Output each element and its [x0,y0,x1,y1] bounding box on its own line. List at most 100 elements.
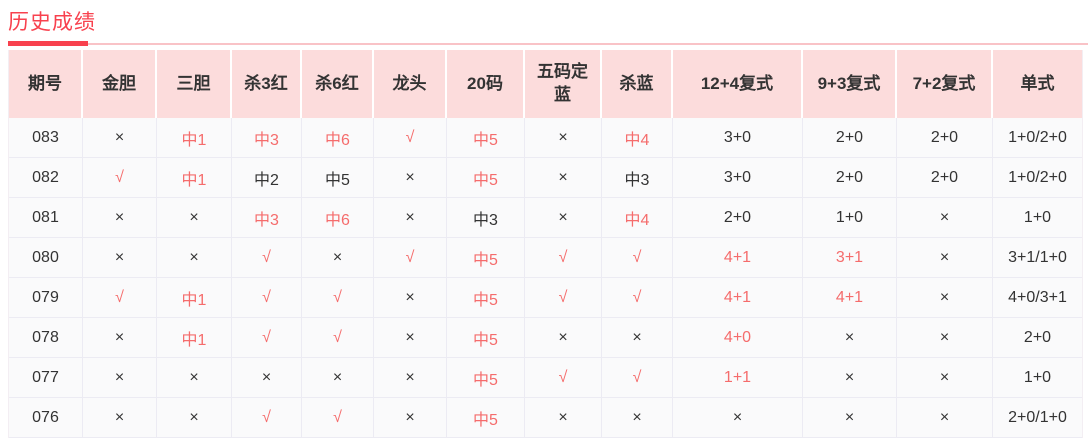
table-cell: × [374,358,447,398]
table-cell: × [374,318,447,358]
table-cell: 4+1 [803,278,897,318]
table-cell: 2+0 [673,198,803,238]
table-cell: 中5 [302,158,374,198]
table-cell: 1+0 [803,198,897,238]
table-cell: √ [302,398,374,438]
table-cell: 中5 [447,358,525,398]
table-cell: × [897,398,993,438]
table-cell: 4+0 [673,318,803,358]
column-header-fushi7-2: 7+2复式 [897,50,993,118]
table-cell: 中3 [447,198,525,238]
table-cell: 中5 [447,238,525,278]
table-cell: 4+1 [673,278,803,318]
history-section: 历史成绩 [0,0,1088,36]
table-cell: 083 [9,118,83,158]
table-cell: × [83,398,157,438]
header-row: 期号 金胆 三胆 杀3红 杀6红 龙头 20码 五码定蓝 杀蓝 12+4复式 9+3复式 7+2复式单… [9,50,1082,118]
table-cell: √ [374,118,447,158]
table-cell: 078 [9,318,83,358]
table-cell: 079 [9,278,83,318]
table-cell: × [525,398,602,438]
table-cell: × [83,318,157,358]
table-row: 083 × 中1 中3 中6 √ 中5 × 中4 3+0 2+0 2+0 1+0/2+0 [9,118,1082,158]
table-cell: × [673,398,803,438]
table-cell: × [897,318,993,358]
table-cell: 1+0 [993,198,1082,238]
column-header-fushi12-4: 12+4复式 [673,50,803,118]
table-cell: 076 [9,398,83,438]
table-cell: 1+0/2+0 [993,118,1082,158]
column-header-sha3hong: 杀3红 [232,50,302,118]
column-header-fushi9-3: 9+3复式 [803,50,897,118]
table-cell: 080 [9,238,83,278]
table-cell: × [374,398,447,438]
table-cell: × [897,358,993,398]
table-cell: × [157,398,232,438]
table-row: 080 × × √ × √ 中5 √ √ 4+1 3+1 × 3+1/1+0 [9,238,1082,278]
table-cell: 3+0 [673,118,803,158]
table-cell: √ [83,278,157,318]
table-cell: 中6 [302,198,374,238]
table-cell: 中1 [157,318,232,358]
table-cell: 中3 [232,198,302,238]
table-cell: √ [602,358,673,398]
table-cell: 中5 [447,158,525,198]
table-cell: × [525,158,602,198]
table-cell: 中1 [157,118,232,158]
table-cell: × [83,238,157,278]
table-cell: √ [374,238,447,278]
table-cell: × [897,238,993,278]
table-cell: 2+0 [993,318,1082,358]
table-header: 期号 金胆 三胆 杀3红 杀6红 龙头 20码 五码定蓝 杀蓝 12+4复式 9+3复式 7+2复式单… [9,50,1082,118]
table-cell: √ [525,358,602,398]
underline-red-bar [8,41,88,46]
table-cell: × [374,198,447,238]
table-cell: × [374,278,447,318]
table-cell: × [803,318,897,358]
table-cell: 中3 [602,158,673,198]
page-title: 历史成绩 [8,11,96,34]
table-cell: √ [602,238,673,278]
table-cell: 2+0 [803,158,897,198]
table-cell: 中5 [447,398,525,438]
table-cell: 3+1/1+0 [993,238,1082,278]
table-cell: 中6 [302,118,374,158]
table-cell: 2+0/1+0 [993,398,1082,438]
column-header-wumadinglan: 五码定蓝 [525,50,602,118]
column-header-ma20: 20码 [447,50,525,118]
table-cell: √ [232,278,302,318]
column-header-sandan: 三胆 [157,50,232,118]
table-cell: √ [83,158,157,198]
table-cell: × [302,358,374,398]
underline-pink-line [8,43,1088,45]
table-cell: 中1 [157,158,232,198]
table-cell: 3+1 [803,238,897,278]
column-header-longtou: 龙头 [374,50,447,118]
table-body: 083 × 中1 中3 中6 √ 中5 × 中4 3+0 2+0 2+0 1+0/2+0 082 √ 中1 中2… [9,118,1082,438]
table-cell: √ [232,398,302,438]
table-cell: × [232,358,302,398]
table-row: 082 √ 中1 中2 中5 × 中5 × 中3 3+0 2+0 2+0 1+0/2+0 [9,158,1082,198]
table-cell: 中2 [232,158,302,198]
table-row: 077 × × × × × 中5 √ √ 1+1 × × 1+0 [9,358,1082,398]
table-cell: 中5 [447,318,525,358]
table-cell: √ [302,318,374,358]
table-cell: 中4 [602,118,673,158]
table-row: 079 √ 中1 √ √ × 中5 √ √ 4+1 4+1 × 4+0/3+1 [9,278,1082,318]
table-cell: √ [232,318,302,358]
table-row: 076 × × √ √ × 中5 × × × × × 2+0/1+0 [9,398,1082,438]
table-cell: √ [232,238,302,278]
column-header-sha6hong: 杀6红 [302,50,374,118]
column-header-danshi: 单式 [993,50,1082,118]
table-cell: × [83,198,157,238]
table-cell: 077 [9,358,83,398]
table-cell: × [302,238,374,278]
table-cell: 082 [9,158,83,198]
title-underline [8,41,1088,46]
table-cell: √ [602,278,673,318]
table-cell: 4+0/3+1 [993,278,1082,318]
table-cell: × [83,118,157,158]
table-cell: × [803,358,897,398]
table-cell: 3+0 [673,158,803,198]
table-cell: × [83,358,157,398]
